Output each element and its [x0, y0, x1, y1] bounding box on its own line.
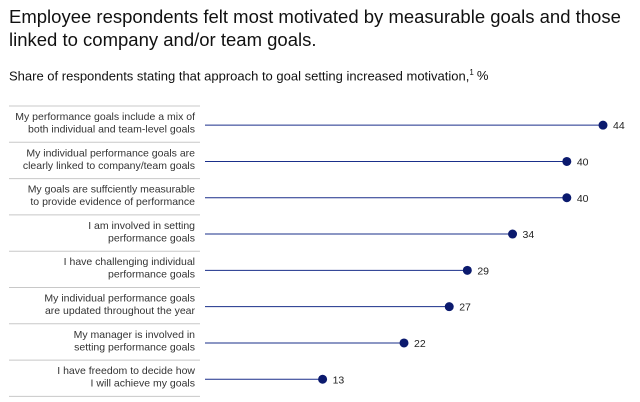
lollipop-dot	[462, 265, 472, 275]
category-label: both individual and team-level goals	[28, 124, 195, 136]
category-label: My performance goals include a mix of	[15, 111, 195, 123]
category-label: I have challenging individual	[64, 256, 195, 268]
chart-subtitle: Share of respondents stating that approa…	[9, 68, 488, 83]
value-label: 34	[523, 229, 535, 241]
category-label: My individual performance goals	[44, 293, 195, 305]
category-label: I am involved in setting	[88, 220, 195, 232]
value-label: 40	[577, 193, 589, 205]
value-label: 27	[459, 302, 471, 314]
lollipop-dot	[598, 120, 608, 130]
lollipop-dot	[508, 229, 518, 239]
category-label: setting performance goals	[74, 341, 195, 353]
lollipop-dot	[318, 374, 328, 384]
subtitle-text: Share of respondents stating that approa…	[9, 68, 470, 84]
lollipop-dot	[562, 156, 572, 166]
value-label: 13	[333, 374, 345, 386]
footnote-marker: 1	[469, 68, 474, 77]
value-label: 44	[613, 120, 625, 132]
category-label: are updated throughout the year	[45, 305, 196, 317]
chart-title: Employee respondents felt most motivated…	[9, 6, 621, 50]
category-label: My goals are suffciently measurable	[28, 184, 195, 196]
category-label: I will achieve my goals	[91, 378, 195, 390]
category-label: to provide evidence of performance	[30, 196, 195, 208]
lollipop-dot	[399, 338, 409, 348]
category-label: My manager is involved in	[74, 329, 196, 341]
unit-label: %	[476, 68, 489, 84]
lollipop-dot	[444, 302, 454, 312]
category-label: performance goals	[108, 269, 195, 281]
lollipop-dot	[562, 193, 572, 203]
value-label: 22	[414, 338, 426, 350]
value-label: 29	[477, 265, 489, 277]
category-label: I have freedom to decide how	[57, 365, 195, 377]
category-label: clearly linked to company/team goals	[23, 160, 195, 172]
value-label: 40	[577, 156, 589, 168]
category-label: performance goals	[108, 232, 195, 244]
category-label: My individual performance goals are	[26, 147, 195, 159]
